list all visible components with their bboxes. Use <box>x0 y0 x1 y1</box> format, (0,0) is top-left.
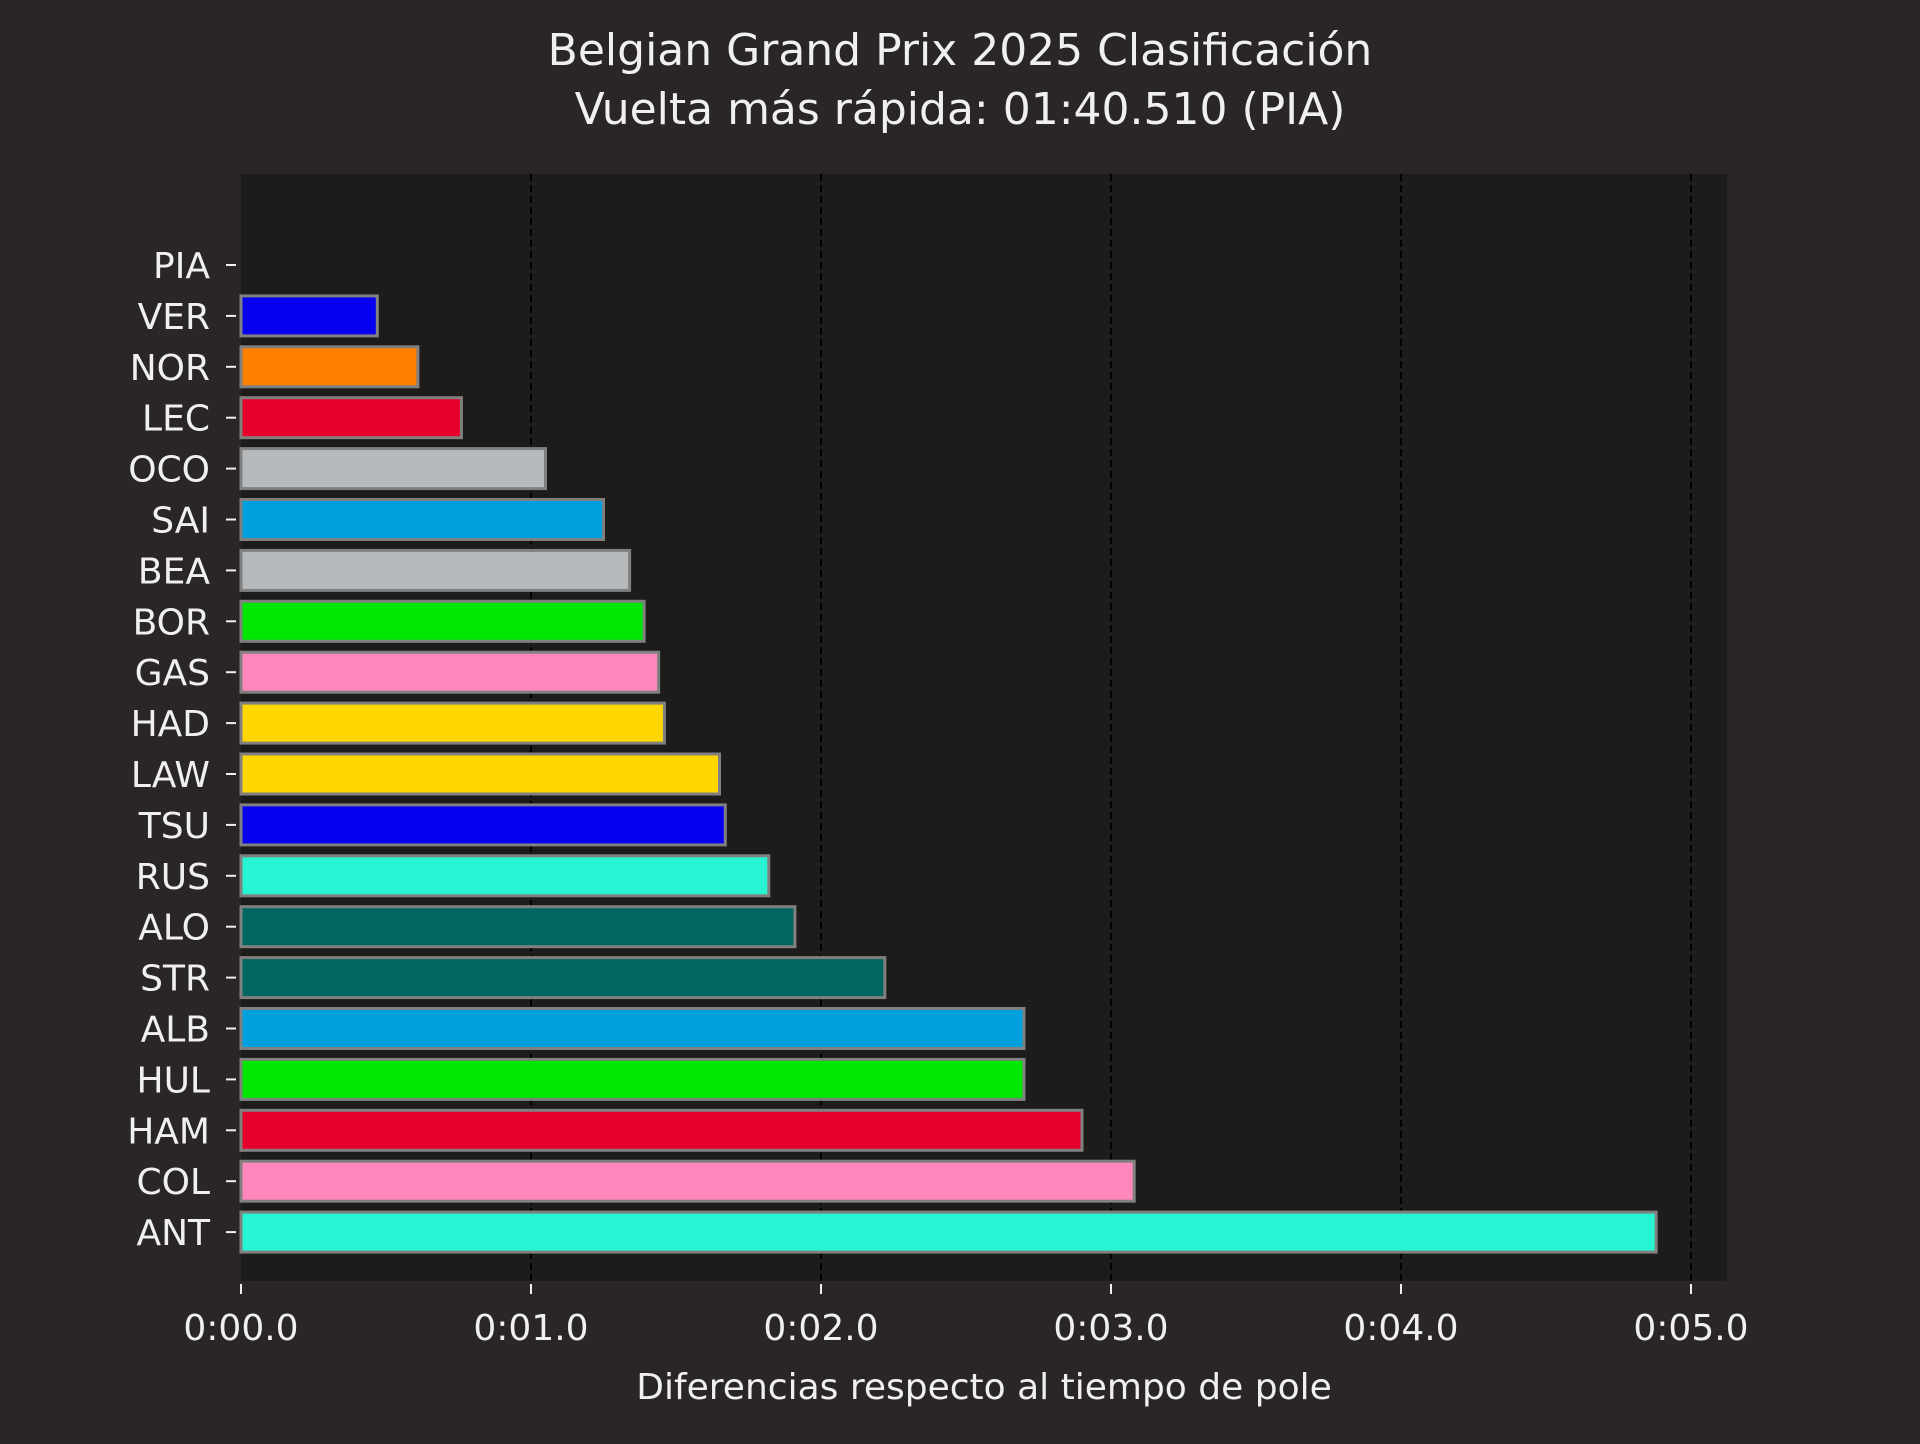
bar-ant <box>239 1210 1658 1254</box>
bar-tsu <box>239 803 727 847</box>
y-tick-label-tsu: TSU <box>138 806 210 847</box>
bar-str <box>239 956 887 1000</box>
y-tick-label-bea: BEA <box>138 551 210 592</box>
y-tick-label-ant: ANT <box>136 1213 211 1254</box>
x-tick-label-4: 0:04.0 <box>1343 1308 1458 1349</box>
bar-ver <box>239 294 379 338</box>
y-axis: PIA VER NOR LEC OCO SAI BEA BOR GAS HAD LAW TSU RUS A… <box>127 246 236 1254</box>
y-tick-label-alo: ALO <box>138 908 210 949</box>
bar-alb <box>239 1007 1026 1050</box>
y-tick-label-gas: GAS <box>135 653 210 694</box>
x-tick-label-5: 0:05.0 <box>1633 1308 1748 1349</box>
x-axis: 0:00.0 0:01.0 0:02.0 0:03.0 0:04.0 0:05.0 <box>183 1284 1749 1349</box>
bar-sai <box>239 498 605 541</box>
y-tick-label-nor: NOR <box>130 348 210 389</box>
y-tick-label-ver: VER <box>138 297 210 338</box>
bar-rus <box>239 854 771 898</box>
x-tick-label-0: 0:00.0 <box>183 1308 298 1349</box>
x-tick-label-3: 0:03.0 <box>1053 1308 1168 1349</box>
chart-title: Belgian Grand Prix 2025 Clasificación <box>548 25 1373 76</box>
y-tick-label-law: LAW <box>131 755 210 796</box>
bar-nor <box>239 345 420 389</box>
bar-had <box>239 701 666 745</box>
bar-bor <box>239 599 646 643</box>
x-axis-label: Diferencias respecto al tiempo de pole <box>636 1367 1332 1408</box>
y-tick-label-oco: OCO <box>128 450 210 491</box>
bar-ham <box>239 1108 1084 1152</box>
bar-hul <box>239 1057 1026 1101</box>
y-tick-label-ham: HAM <box>127 1111 210 1152</box>
y-tick-label-sai: SAI <box>151 501 210 542</box>
bar-alo <box>239 905 797 949</box>
bar-oco <box>239 447 547 491</box>
bar-bea <box>239 548 632 592</box>
bar-gas <box>239 650 661 694</box>
y-tick-label-str: STR <box>140 959 210 1000</box>
bar-lec <box>239 396 463 440</box>
x-tick-label-2: 0:02.0 <box>763 1308 878 1349</box>
y-tick-label-alb: ALB <box>141 1010 210 1051</box>
bar-law <box>239 752 721 796</box>
bars <box>239 294 1658 1254</box>
y-tick-label-bor: BOR <box>133 602 210 643</box>
bar-col <box>239 1159 1136 1203</box>
chart-subtitle: Vuelta más rápida: 01:40.510 (PIA) <box>575 84 1346 135</box>
y-tick-label-lec: LEC <box>142 399 210 440</box>
y-tick-label-rus: RUS <box>136 857 210 898</box>
y-tick-label-col: COL <box>136 1162 210 1203</box>
y-tick-label-hul: HUL <box>137 1060 210 1101</box>
y-tick-label-pia: PIA <box>153 246 210 287</box>
x-tick-label-1: 0:01.0 <box>473 1308 588 1349</box>
y-tick-label-had: HAD <box>131 704 210 745</box>
